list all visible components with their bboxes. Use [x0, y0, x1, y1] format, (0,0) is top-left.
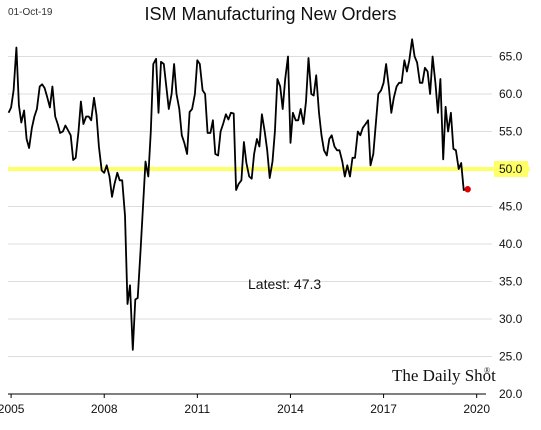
- y-tick-label: 45.0: [499, 200, 523, 214]
- latest-annotation: Latest: 47.3: [248, 276, 321, 292]
- y-tick-label: 60.0: [499, 87, 523, 101]
- y-tick-label: 30.0: [499, 312, 523, 326]
- x-tick-label: 2014: [277, 402, 304, 416]
- x-tick-label: 2008: [91, 402, 118, 416]
- y-tick-label: 25.0: [499, 350, 523, 364]
- x-tick-label: 2011: [184, 402, 210, 416]
- series-layer: [7, 38, 471, 351]
- series-line: [7, 38, 468, 351]
- y-tick-label: 55.0: [499, 125, 523, 139]
- x-axis-ticks: 2005 2008 2011 2014 2017 2020: [0, 394, 490, 416]
- latest-point-marker: [464, 186, 471, 193]
- y-axis-ticks: 20.0 25.0 30.0 35.0 40.0 45.0 50.0 55.0 60.0 65.0: [494, 50, 528, 401]
- registered-mark: ®: [484, 366, 490, 375]
- highlight-tick-bg: [494, 161, 528, 177]
- x-tick-label: 2017: [370, 402, 397, 416]
- date-stamp: 01-Oct-19: [8, 7, 53, 18]
- y-tick-label: 20.0: [499, 387, 523, 401]
- chart-title: ISM Manufacturing New Orders: [144, 4, 397, 24]
- watermark: The Daily Shot: [392, 366, 496, 385]
- y-tick-label: 40.0: [499, 237, 523, 251]
- x-tick-label: 2020: [463, 402, 490, 416]
- y-tick-label: 50.0: [499, 162, 523, 176]
- x-tick-label: 2005: [0, 402, 25, 416]
- y-tick-label: 65.0: [499, 50, 523, 64]
- y-tick-label: 35.0: [499, 275, 523, 289]
